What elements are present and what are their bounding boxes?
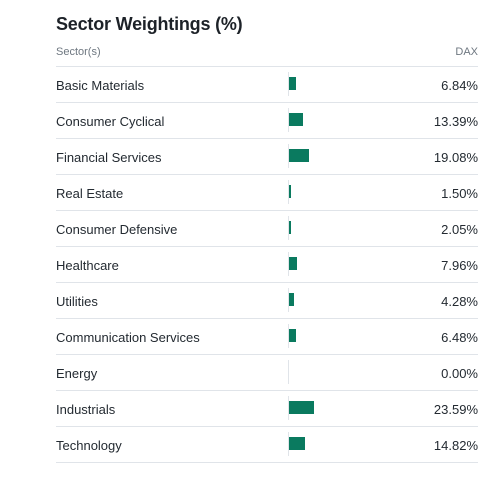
table-row: Healthcare 7.96% <box>56 246 478 282</box>
sector-label: Utilities <box>56 294 98 309</box>
sector-label: Communication Services <box>56 330 200 345</box>
sector-value: 6.84% <box>441 78 478 93</box>
sector-label: Real Estate <box>56 186 124 201</box>
header-sectors: Sector(s) <box>56 46 101 58</box>
weight-bar <box>289 113 304 126</box>
weight-bar <box>289 329 296 342</box>
sector-label: Financial Services <box>56 150 162 165</box>
bar-track <box>288 324 329 348</box>
panel-title: Sector Weightings (%) <box>56 14 243 34</box>
weight-bar <box>289 257 298 270</box>
bar-track <box>288 144 329 168</box>
weight-bar <box>289 401 314 414</box>
weight-bar <box>289 221 292 234</box>
weight-bar <box>289 185 291 198</box>
sector-label: Basic Materials <box>56 78 145 93</box>
table-row: Communication Services 6.48% <box>56 318 478 354</box>
sector-label: Energy <box>56 366 98 381</box>
sector-label: Consumer Cyclical <box>56 114 165 129</box>
table-row: Utilities 4.28% <box>56 282 478 318</box>
table-row: Energy 0.00% <box>56 354 478 390</box>
sector-label: Consumer Defensive <box>56 222 178 237</box>
bar-track <box>288 216 329 240</box>
bar-track <box>288 180 329 204</box>
bar-track <box>288 360 329 384</box>
table-row: Consumer Defensive 2.05% <box>56 210 478 246</box>
table-row: Real Estate 1.50% <box>56 174 478 210</box>
sector-value: 23.59% <box>433 402 478 417</box>
bar-track <box>288 288 329 312</box>
sector-value: 7.96% <box>441 258 478 273</box>
table-header: Sector(s) DAX <box>56 46 478 66</box>
sector-label: Industrials <box>56 402 116 417</box>
weight-bar <box>289 149 310 162</box>
table-row: Basic Materials 6.84% <box>56 66 478 102</box>
table-row: Technology 14.82% <box>56 426 478 463</box>
sector-value: 0.00% <box>441 366 478 381</box>
sector-value: 4.28% <box>441 294 478 309</box>
bar-track <box>288 108 329 132</box>
table-row: Consumer Cyclical 13.39% <box>56 102 478 138</box>
bar-track <box>288 432 329 456</box>
bar-track <box>288 396 329 420</box>
sector-value: 2.05% <box>441 222 478 237</box>
table-row: Industrials 23.59% <box>56 390 478 426</box>
sector-label: Healthcare <box>56 258 119 273</box>
sector-table: Basic Materials 6.84% Consumer Cyclical … <box>56 66 478 463</box>
sector-value: 1.50% <box>441 186 478 201</box>
sector-value: 6.48% <box>441 330 478 345</box>
sector-label: Technology <box>56 438 122 453</box>
sector-value: 19.08% <box>433 150 478 165</box>
bar-track <box>288 252 329 276</box>
weight-bar <box>289 293 294 306</box>
weight-bar <box>289 77 297 90</box>
table-row: Financial Services 19.08% <box>56 138 478 174</box>
header-dax: DAX <box>455 46 478 58</box>
weight-bar <box>289 437 305 450</box>
sector-value: 13.39% <box>433 114 478 129</box>
sector-value: 14.82% <box>433 438 478 453</box>
bar-track <box>288 72 329 96</box>
